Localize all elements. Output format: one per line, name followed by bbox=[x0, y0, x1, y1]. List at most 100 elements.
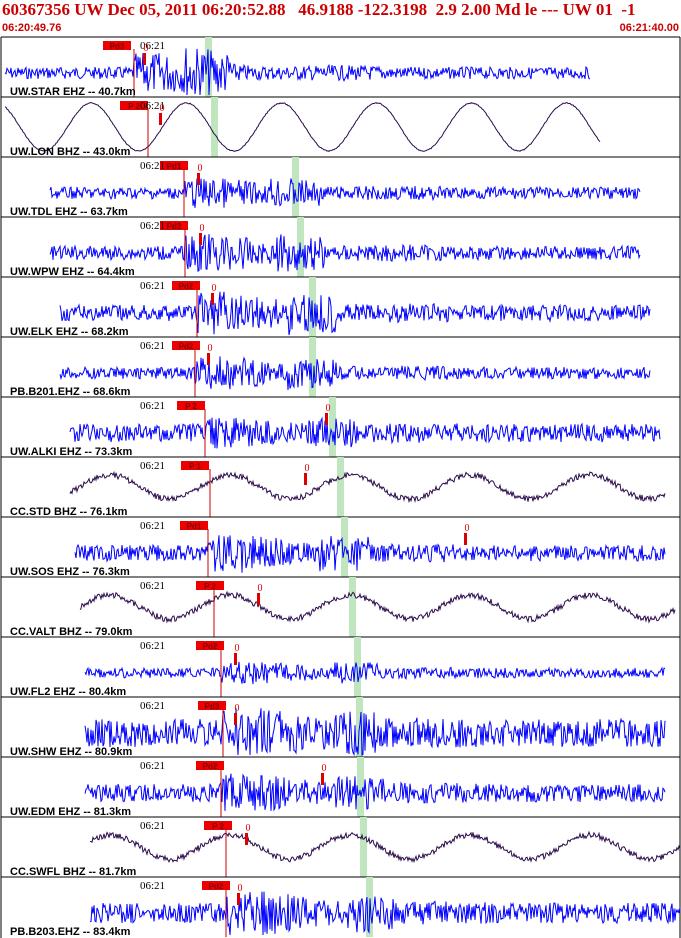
coda-marker-label: 0 bbox=[198, 163, 203, 174]
trace-row: Pd3 06:21 0 UW.SHW EHZ -- 80.9km bbox=[1, 696, 680, 758]
event-title: 60367356 UW Dec 05, 2011 06:20:52.88 46.… bbox=[2, 0, 636, 19]
coda-marker-label: 0 bbox=[465, 523, 470, 534]
time-tick-label: 06:21 bbox=[140, 460, 165, 472]
channel-label: UW.ALKI EHZ -- 73.3km bbox=[10, 446, 132, 458]
trace-row: Pd1 06:21 0 UW.SOS EHZ -- 76.3km bbox=[1, 516, 680, 578]
pick-flag-label: Pd3 bbox=[205, 702, 220, 711]
channel-label: CC.STD BHZ -- 76.1km bbox=[10, 506, 128, 518]
time-tick-label: 06:21 bbox=[140, 820, 165, 832]
coda-marker-label: 0 bbox=[235, 643, 240, 654]
pick-flag-label: Pd2 bbox=[203, 762, 218, 771]
coda-marker bbox=[159, 113, 162, 125]
coda-marker-label: 0 bbox=[235, 703, 240, 714]
record-header: 60367356 UW Dec 05, 2011 06:20:52.88 46.… bbox=[0, 0, 681, 35]
s-arrival-marker bbox=[354, 637, 361, 697]
trace-row: Pd2 06:21 0 PB.B203.EHZ -- 83.4km bbox=[1, 876, 681, 938]
waveform-trace bbox=[4, 101, 601, 153]
coda-marker-label: 0 bbox=[238, 883, 243, 894]
waveform-trace bbox=[49, 178, 641, 208]
time-tick-label: 06:21 bbox=[140, 760, 165, 772]
pick-flag-label: Pd1 bbox=[167, 162, 182, 171]
window-end-time: 06:21:40.00 bbox=[619, 22, 679, 34]
waveform-trace bbox=[74, 535, 666, 573]
pick-flag bbox=[172, 281, 200, 290]
pick-flag bbox=[196, 761, 224, 770]
coda-marker bbox=[199, 233, 202, 245]
s-arrival-marker bbox=[309, 337, 316, 397]
coda-marker bbox=[304, 473, 307, 485]
s-arrival-marker bbox=[329, 397, 336, 457]
s-arrival-marker bbox=[292, 157, 299, 217]
trace-row: P 2 06:21 0 UW.ALKI EHZ -- 73.3km bbox=[1, 396, 680, 458]
trace-row: P 2 06:21 0 CC.VALT BHZ -- 79.0km bbox=[1, 576, 680, 638]
channel-label: UW.ELK EHZ -- 68.2km bbox=[10, 326, 129, 338]
waveform-trace bbox=[69, 416, 661, 449]
coda-marker bbox=[197, 173, 200, 185]
trace-row: P 1 06:21 0 CC.STD BHZ -- 76.1km bbox=[1, 456, 680, 518]
coda-marker-label: 0 bbox=[258, 583, 263, 594]
coda-marker bbox=[234, 653, 237, 665]
pick-flag bbox=[202, 881, 230, 890]
trace-row: Pd2 06:21 0 UW.ELK EHZ -- 68.2km bbox=[1, 276, 680, 338]
waveform-trace bbox=[84, 661, 666, 685]
pick-flag-label: Pd2 bbox=[179, 342, 194, 351]
coda-marker-label: 0 bbox=[212, 283, 217, 294]
channel-label: CC.SWFL BHZ -- 81.7km bbox=[10, 866, 137, 878]
pick-flag bbox=[181, 461, 209, 470]
pick-flag bbox=[198, 701, 226, 710]
time-tick-label: 06:21 bbox=[140, 160, 165, 172]
channel-label: UW.FL2 EHZ -- 80.4km bbox=[10, 686, 126, 698]
channel-label: CC.VALT BHZ -- 79.0km bbox=[10, 626, 133, 638]
pick-flag-label: P 2 bbox=[212, 822, 224, 831]
coda-marker bbox=[245, 833, 248, 845]
channel-label: UW.SHW EHZ -- 80.9km bbox=[10, 746, 132, 758]
waveform-trace bbox=[79, 590, 676, 624]
coda-marker-label: 0 bbox=[160, 103, 165, 114]
waveform-trace bbox=[4, 48, 591, 96]
coda-marker bbox=[234, 713, 237, 725]
waveform-trace bbox=[89, 891, 681, 936]
trace-row: Pd2 06:21 0 PB.B201.EHZ -- 68.6km bbox=[1, 336, 680, 398]
coda-marker-label: 0 bbox=[305, 463, 310, 474]
pick-flag bbox=[120, 101, 148, 110]
pick-flag-label: Pd2 bbox=[179, 282, 194, 291]
coda-marker-label: 0 bbox=[322, 763, 327, 774]
pick-flag-label: Pd2 bbox=[209, 882, 224, 891]
coda-marker-label: 0 bbox=[144, 43, 149, 54]
pick-flag-label: Pd1 bbox=[187, 522, 202, 531]
time-tick-label: 06:21 bbox=[140, 640, 165, 652]
waveform-trace bbox=[59, 291, 651, 336]
trace-row: P 2 06:21 0 CC.SWFL BHZ -- 81.7km bbox=[1, 816, 681, 878]
s-arrival-marker bbox=[360, 817, 367, 877]
time-tick-label: 06:21 bbox=[140, 880, 165, 892]
time-tick-label: 06:21 bbox=[140, 580, 165, 592]
pick-flag bbox=[160, 221, 188, 230]
pick-flag bbox=[196, 641, 224, 650]
coda-marker bbox=[464, 533, 467, 545]
channel-label: UW.WPW EHZ -- 64.4km bbox=[10, 266, 135, 278]
pick-flag bbox=[103, 41, 131, 50]
trace-row: Pd2 06:21 0 UW.FL2 EHZ -- 80.4km bbox=[1, 636, 680, 698]
pick-flag bbox=[172, 341, 200, 350]
channel-label: UW.EDM EHZ -- 81.3km bbox=[10, 806, 131, 818]
time-tick-label: 06:21 bbox=[140, 340, 165, 352]
trace-row: Pd3 06:210 UW.STAR EHZ -- 40.7km bbox=[1, 36, 680, 98]
coda-marker-label: 0 bbox=[208, 343, 213, 354]
pick-flag bbox=[196, 581, 224, 590]
coda-marker bbox=[211, 293, 214, 305]
coda-marker bbox=[237, 893, 240, 905]
pick-flag bbox=[160, 161, 188, 170]
waveform-trace bbox=[89, 830, 681, 864]
s-arrival-marker bbox=[349, 577, 356, 637]
time-tick-label: 06:21 bbox=[140, 40, 165, 52]
channel-label: UW.TDL EHZ -- 63.7km bbox=[10, 206, 128, 218]
s-arrival-marker bbox=[337, 457, 344, 517]
s-arrival-marker bbox=[211, 97, 218, 157]
channel-label: PB.B201.EHZ -- 68.6km bbox=[10, 386, 131, 398]
time-tick-label: 06:21 bbox=[140, 220, 165, 232]
pick-flag-label: Pd3 bbox=[110, 42, 125, 51]
pick-flag-label: P 2 bbox=[185, 402, 197, 411]
